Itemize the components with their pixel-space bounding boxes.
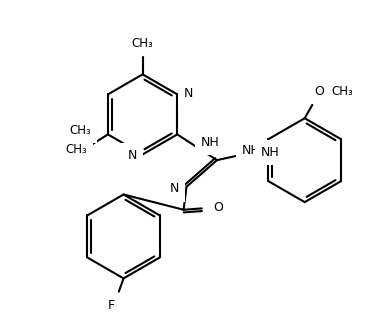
Text: O: O: [314, 85, 324, 98]
Text: N: N: [169, 182, 179, 195]
Text: CH₃: CH₃: [65, 143, 87, 156]
Text: NH: NH: [261, 146, 279, 159]
Text: CH₃: CH₃: [132, 37, 154, 50]
Text: CH₃: CH₃: [331, 85, 353, 98]
Text: NH: NH: [201, 136, 220, 149]
Text: NH: NH: [242, 144, 261, 157]
Text: F: F: [108, 300, 115, 312]
Text: O: O: [213, 201, 223, 214]
Text: N: N: [184, 87, 193, 100]
Text: N: N: [127, 149, 137, 162]
Text: CH₃: CH₃: [69, 124, 91, 137]
